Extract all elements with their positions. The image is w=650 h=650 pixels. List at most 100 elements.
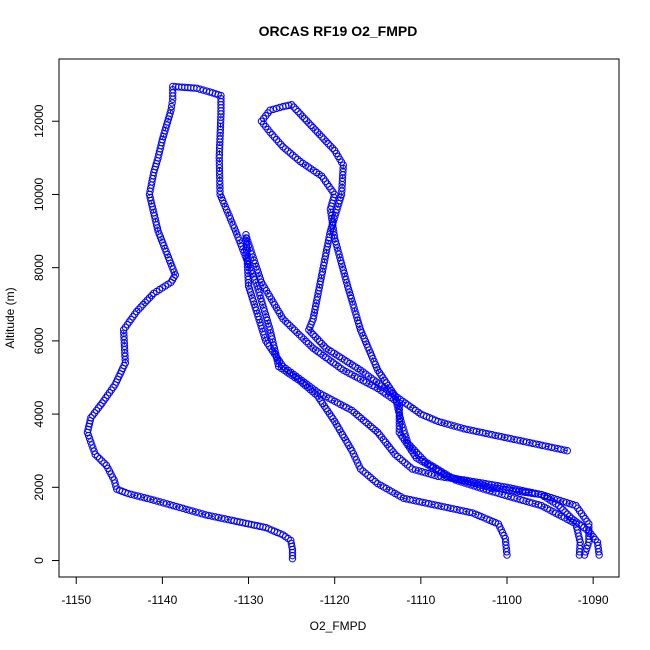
data-point xyxy=(91,450,99,459)
profile-connector xyxy=(416,457,447,477)
data-point xyxy=(290,103,298,111)
profile-4 xyxy=(257,101,584,559)
data-point xyxy=(311,333,320,341)
profile-connector xyxy=(334,421,353,451)
data-point xyxy=(291,153,300,162)
data-point xyxy=(198,510,206,518)
data-point xyxy=(366,473,375,482)
data-point xyxy=(162,500,171,508)
data-point xyxy=(371,477,380,486)
data-point xyxy=(447,421,455,429)
data-point xyxy=(309,123,317,132)
data-point xyxy=(503,551,511,559)
x-tick-label: -1130 xyxy=(234,593,264,607)
data-point xyxy=(414,467,423,475)
data-point xyxy=(182,505,190,513)
data-point xyxy=(168,99,176,107)
y-tick-label: 2000 xyxy=(32,474,46,501)
y-tick-label: 6000 xyxy=(32,327,46,354)
profile-connector xyxy=(218,157,221,195)
data-point xyxy=(87,414,95,422)
data-point xyxy=(453,423,462,431)
profile-connector xyxy=(282,318,314,349)
profile-connector xyxy=(123,329,126,363)
data-point xyxy=(196,85,204,93)
data-point xyxy=(315,337,324,346)
data-point xyxy=(315,130,324,139)
data-point xyxy=(379,436,388,444)
data-point xyxy=(410,446,419,454)
profile-connector xyxy=(282,366,318,393)
data-point xyxy=(575,548,584,556)
y-tick-label: 0 xyxy=(32,557,46,564)
data-point xyxy=(403,461,412,469)
data-point xyxy=(456,424,465,432)
x-tick-label: -1150 xyxy=(61,593,91,607)
data-point xyxy=(298,112,307,120)
data-point xyxy=(192,508,200,516)
profile-connector xyxy=(437,505,473,514)
data-point xyxy=(287,101,296,109)
data-point xyxy=(252,262,260,271)
data-point xyxy=(285,101,293,110)
profile-connector xyxy=(377,483,404,499)
data-point xyxy=(289,151,297,159)
data-point xyxy=(431,471,439,480)
data-point xyxy=(502,548,511,556)
data-point xyxy=(417,453,425,461)
data-point xyxy=(421,468,429,477)
data-point xyxy=(361,469,370,477)
data-point xyxy=(406,441,414,450)
data-point xyxy=(145,294,154,302)
data-point xyxy=(100,459,108,467)
data-point xyxy=(374,428,382,437)
data-point xyxy=(297,333,306,341)
data-point xyxy=(98,457,106,465)
data-point xyxy=(243,234,251,243)
data-point xyxy=(387,445,395,454)
data-point xyxy=(375,431,384,439)
data-point xyxy=(147,291,156,300)
data-point xyxy=(294,155,302,164)
data-point xyxy=(185,506,194,514)
profile-2 xyxy=(242,231,603,559)
data-point xyxy=(294,107,302,116)
data-point xyxy=(292,105,300,114)
data-point xyxy=(307,121,315,130)
data-point xyxy=(242,231,250,239)
data-point xyxy=(406,463,414,471)
data-point xyxy=(300,335,308,343)
data-point xyxy=(450,422,458,430)
profile-connector xyxy=(532,442,568,452)
data-point xyxy=(172,502,181,511)
data-point xyxy=(96,401,104,410)
data-point xyxy=(283,319,292,328)
data-point xyxy=(296,157,304,166)
data-point xyxy=(424,469,433,478)
data-point xyxy=(281,145,290,153)
data-point xyxy=(362,418,370,427)
data-point xyxy=(309,330,317,339)
profile-connector xyxy=(360,369,396,397)
data-point xyxy=(304,339,313,348)
data-point xyxy=(286,149,295,157)
x-tick-label: -1110 xyxy=(406,593,435,607)
profile-connector xyxy=(498,435,533,444)
data-point xyxy=(247,247,255,255)
data-point xyxy=(166,500,174,509)
data-point xyxy=(167,106,175,114)
profile-connector xyxy=(261,282,284,320)
data-point xyxy=(364,420,373,429)
data-point xyxy=(169,501,177,510)
data-point xyxy=(193,84,201,92)
data-point xyxy=(266,106,274,114)
data-point xyxy=(328,144,337,152)
data-point xyxy=(364,471,372,479)
data-point xyxy=(377,433,386,441)
data-point xyxy=(139,301,147,309)
data-point xyxy=(383,440,392,449)
data-point xyxy=(369,475,377,484)
data-point xyxy=(305,119,313,127)
data-point xyxy=(141,298,149,307)
profile-connector xyxy=(246,238,262,283)
